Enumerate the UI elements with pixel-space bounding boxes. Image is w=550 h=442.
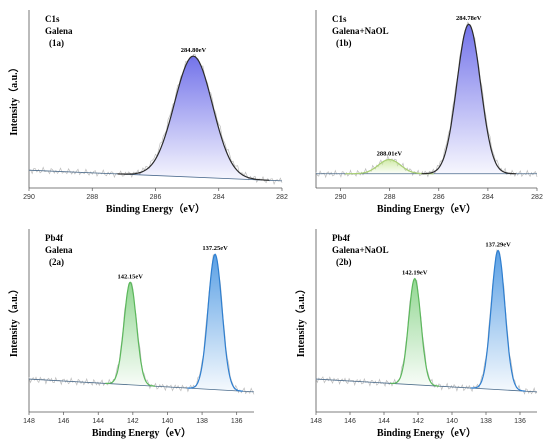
x-tick-label: 290 — [335, 194, 347, 201]
panel-1b: 290 288 286 284 282 Binding Energy（eV） C1s Gale… — [315, 10, 543, 215]
panel-label: C1s — [332, 14, 347, 24]
panel-label: (1a) — [49, 38, 64, 48]
peak-curve — [105, 281, 156, 387]
x-tick-label: 138 — [196, 418, 208, 425]
peak-fill — [421, 24, 516, 174]
peak-label: 284.80eV — [181, 47, 207, 54]
peak-curve — [390, 277, 440, 387]
panel-label: (2a) — [49, 257, 64, 267]
x-axis-label: Binding Energy（eV） — [377, 202, 476, 215]
y-axis-label: Intensity（a.u.） — [7, 284, 20, 357]
panel-2b: 148 146 144 142 140 138 136 Binding Energy（eV） I… — [294, 229, 538, 439]
x-tick-label: 282 — [276, 194, 288, 201]
panel-label: Galena — [45, 245, 73, 255]
peak-fill — [470, 250, 526, 392]
x-tick-label: 142 — [127, 418, 139, 425]
peak-curve — [117, 55, 270, 181]
x-tick-label: 284 — [213, 194, 225, 201]
x-tick-label: 148 — [310, 418, 322, 425]
peak-label: 142.15eV — [118, 273, 144, 280]
panel-label: Galena — [45, 26, 73, 36]
x-tick-label: 140 — [446, 418, 458, 425]
panel-label: C1s — [45, 14, 60, 24]
y-axis-label: Intensity（a.u.） — [294, 284, 307, 357]
x-tick-label: 286 — [433, 194, 445, 201]
x-tick-label: 148 — [23, 418, 35, 425]
panel-label: Pb4f — [45, 233, 64, 243]
baseline — [28, 378, 255, 393]
x-axis-label: Binding Energy（eV） — [92, 426, 191, 439]
x-tick-label: 136 — [231, 418, 243, 425]
x-tick-label: 146 — [344, 418, 356, 425]
x-tick-label: 146 — [58, 418, 70, 425]
panel-label: (2b) — [336, 257, 352, 267]
x-tick-label: 140 — [162, 418, 174, 425]
panel-label: Galena+NaOL — [332, 245, 389, 255]
x-axis-label: Binding Energy（eV） — [106, 202, 205, 215]
x-tick-label: 282 — [531, 194, 543, 201]
peak-fill — [117, 56, 270, 181]
x-tick-label: 138 — [480, 418, 492, 425]
peak-fill — [187, 254, 243, 392]
x-tick-label: 144 — [92, 418, 104, 425]
x-tick-label: 288 — [384, 194, 396, 201]
peak-label: 137.25eV — [202, 245, 228, 252]
peak-fill — [105, 282, 156, 387]
peak-curve — [421, 23, 516, 175]
peak-label: 288.01eV — [377, 151, 403, 158]
panel-label: (1b) — [336, 38, 352, 48]
x-tick-label: 284 — [482, 194, 494, 201]
x-tick-label: 142 — [412, 418, 424, 425]
peak-fill — [390, 278, 440, 387]
x-tick-label: 144 — [378, 418, 390, 425]
peak-label: 142.19eV — [402, 270, 428, 277]
x-axis-label: Binding Energy（eV） — [377, 426, 476, 439]
peak-label: 137.29eV — [485, 242, 511, 249]
panel-1a: 290 288 286 284 282 Binding Energy（eV） Intensi… — [7, 10, 288, 215]
peak-label: 284.78eV — [456, 15, 482, 22]
peak-curve — [345, 158, 434, 175]
x-tick-label: 136 — [514, 418, 526, 425]
panel-label: Galena+NaOL — [332, 26, 389, 36]
peak-curve — [187, 253, 243, 392]
panel-label: Pb4f — [332, 233, 351, 243]
x-tick-label: 286 — [150, 194, 162, 201]
panel-2a: 148 146 144 142 140 138 136 Binding Energy（eV） I… — [7, 229, 255, 439]
x-tick-label: 288 — [86, 194, 98, 201]
baseline — [28, 169, 283, 182]
peak-fill — [345, 159, 434, 174]
x-tick-label: 290 — [23, 194, 35, 201]
y-axis-label: Intensity（a.u.） — [7, 62, 20, 135]
peak-curve — [470, 249, 526, 392]
